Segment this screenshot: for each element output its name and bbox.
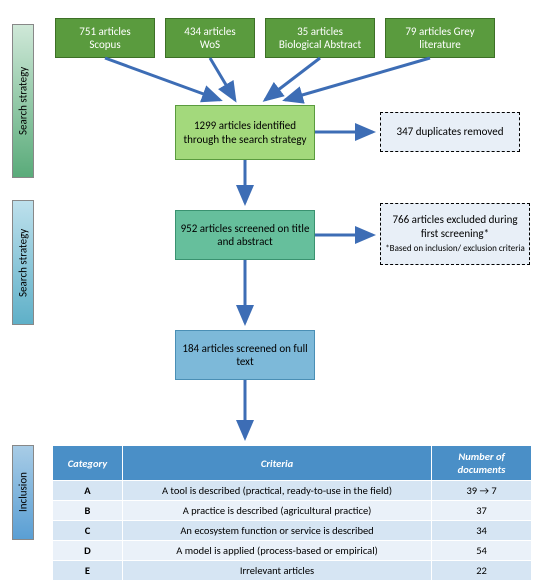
cell-category: C bbox=[53, 521, 123, 541]
cell-criteria: A model is applied (process-based or emp… bbox=[122, 541, 431, 561]
cell-category: B bbox=[53, 501, 123, 521]
cell-criteria: A practice is described (agricultural pr… bbox=[122, 501, 431, 521]
cell-category: E bbox=[53, 561, 123, 581]
cell-count: 34 bbox=[432, 521, 532, 541]
cell-category: A bbox=[53, 481, 123, 501]
table-row: CAn ecosystem function or service is des… bbox=[53, 521, 532, 541]
table-row: BA practice is described (agricultural p… bbox=[53, 501, 532, 521]
table-row: EIrrelevant articles22 bbox=[53, 561, 532, 581]
table-row: DA model is applied (process-based or em… bbox=[53, 541, 532, 561]
th-criteria: Criteria bbox=[122, 446, 431, 481]
cell-criteria: A tool is described (practical, ready-to… bbox=[122, 481, 431, 501]
th-count: Number of documents bbox=[432, 446, 532, 481]
cell-category: D bbox=[53, 541, 123, 561]
cell-criteria: An ecosystem function or service is desc… bbox=[122, 521, 431, 541]
cell-count: 22 bbox=[432, 561, 532, 581]
cell-count: 37 bbox=[432, 501, 532, 521]
cell-criteria: Irrelevant articles bbox=[122, 561, 431, 581]
th-category: Category bbox=[53, 446, 123, 481]
inclusion-table: Category Criteria Number of documents AA… bbox=[52, 445, 532, 581]
inclusion-tbody: AA tool is described (practical, ready-t… bbox=[53, 481, 532, 581]
cell-count: 39 → 7 bbox=[432, 481, 532, 501]
table-row: AA tool is described (practical, ready-t… bbox=[53, 481, 532, 501]
cell-count: 54 bbox=[432, 541, 532, 561]
